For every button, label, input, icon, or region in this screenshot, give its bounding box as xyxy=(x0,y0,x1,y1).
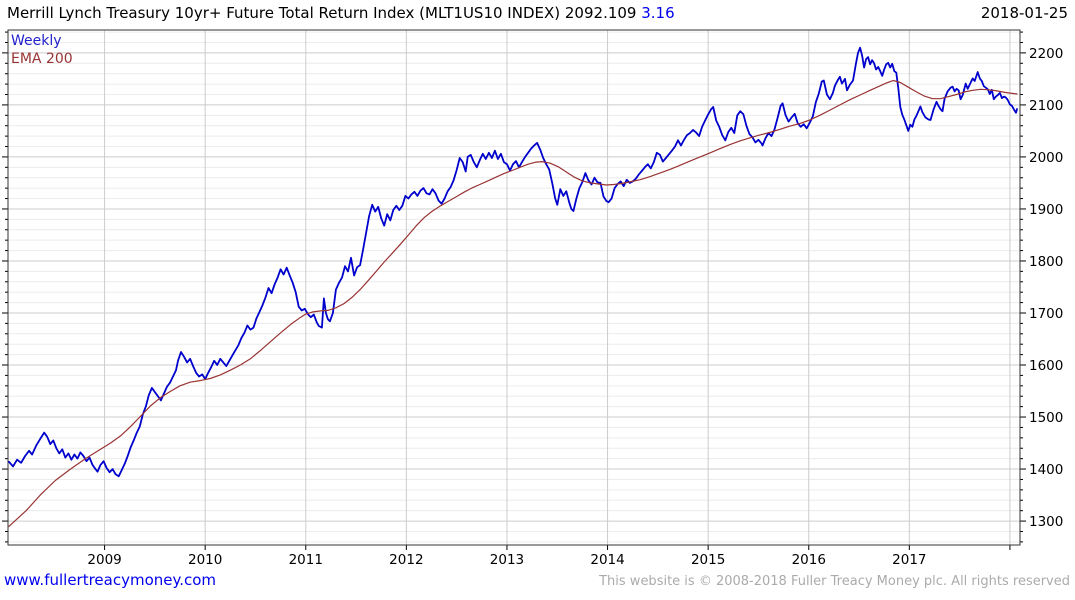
x-tick-label: 2009 xyxy=(87,552,121,568)
y-tick-label: 1600 xyxy=(1029,358,1063,374)
y-tick-label: 1700 xyxy=(1029,306,1063,322)
x-tick-label: 2010 xyxy=(188,552,222,568)
change-value: 3.16 xyxy=(641,4,675,22)
y-tick-label: 2000 xyxy=(1029,150,1063,166)
x-tick-label: 2014 xyxy=(590,552,624,568)
y-tick-label: 1400 xyxy=(1029,462,1063,478)
legend-ema: EMA 200 xyxy=(11,51,73,67)
x-tick-label: 2016 xyxy=(792,552,826,568)
y-tick-label: 1900 xyxy=(1029,202,1063,218)
y-tick-label: 1800 xyxy=(1029,254,1063,270)
last-value: 2092.109 xyxy=(564,4,637,22)
x-tick-label: 2013 xyxy=(490,552,524,568)
y-tick-label: 2100 xyxy=(1029,98,1063,114)
plot-border xyxy=(7,29,1021,546)
x-tick-label: 2017 xyxy=(892,552,926,568)
chart-title-bar: Merrill Lynch Treasury 10yr+ Future Tota… xyxy=(7,4,1069,22)
site-link[interactable]: www.fullertreacymoney.com xyxy=(4,571,217,589)
price-chart: 1300 1400 1500 1600 1700 1800 1900 2000 2100 2200… xyxy=(2,29,1063,568)
chart-title: Merrill Lynch Treasury 10yr+ Future Tota… xyxy=(7,4,561,22)
price-line xyxy=(8,46,1018,478)
x-tick-label: 2015 xyxy=(691,552,725,568)
y-tick-label: 1500 xyxy=(1029,410,1063,426)
copyright-text: This website is © 2008-2018 Fuller Treac… xyxy=(599,574,1070,589)
y-tick-label: 2200 xyxy=(1029,46,1063,62)
chart-date: 2018-01-25 xyxy=(980,4,1068,22)
legend-timeframe: Weekly xyxy=(11,33,62,49)
y-tick-label: 1300 xyxy=(1029,514,1063,530)
x-tick-label: 2011 xyxy=(289,552,323,568)
x-tick-label: 2012 xyxy=(389,552,423,568)
ema-line xyxy=(8,79,1018,527)
chart-legend: Weekly EMA 200 xyxy=(11,32,73,68)
